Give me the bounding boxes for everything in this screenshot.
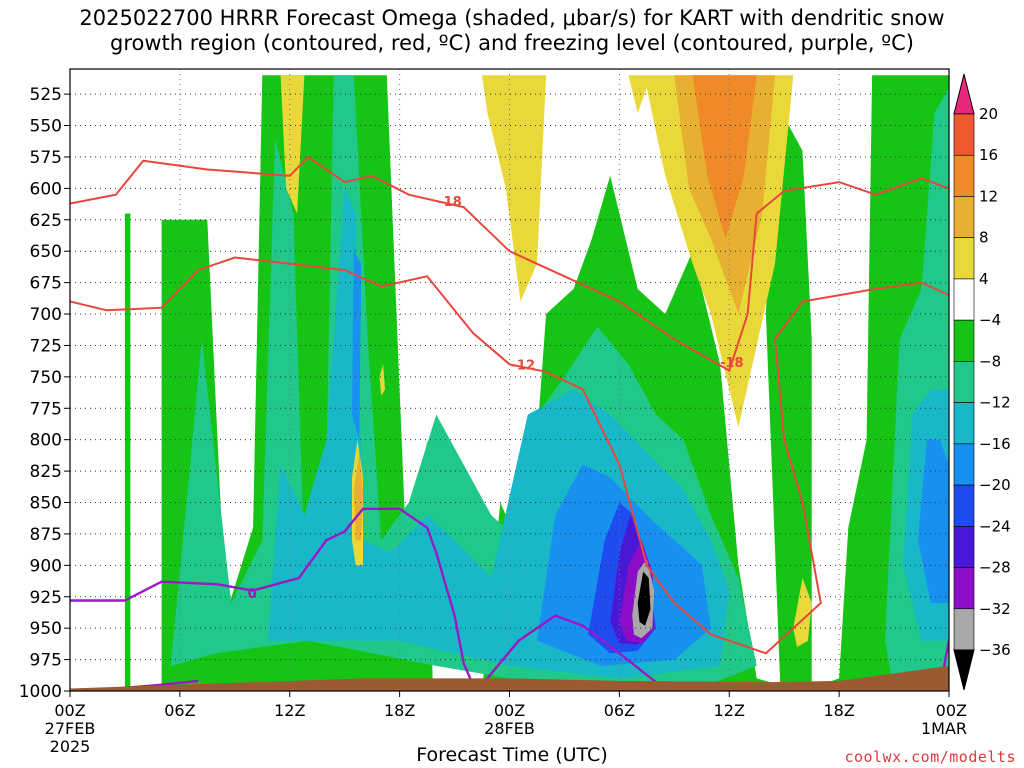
- x-tick-sub2-0: 2025: [50, 737, 91, 756]
- colorbar-bin-2: [953, 196, 975, 238]
- colorbar-bin-4: [953, 278, 975, 321]
- colorbar-label-9: −20: [979, 476, 1011, 494]
- omega-region-13: [637, 571, 651, 626]
- x-tick-sub-48: 1MAR: [921, 719, 967, 738]
- colorbar-label-8: −16: [979, 435, 1011, 453]
- red-contour-0: [70, 155, 949, 373]
- x-tick-label-30: 06Z: [604, 701, 635, 720]
- x-tick-label-48: 00Z: [936, 701, 967, 720]
- colorbar-bin-12: [953, 608, 975, 651]
- colorbar-label-3: 8: [979, 229, 989, 247]
- colorbar-label-6: −8: [979, 352, 1001, 370]
- x-tick-label-24: 00Z: [494, 701, 525, 720]
- y-tick-label-925: 925: [30, 588, 62, 608]
- omega-region-22: [692, 75, 757, 239]
- omega-region-7: [352, 251, 362, 440]
- y-tick-label-975: 975: [30, 651, 62, 671]
- chart-title: 2025022700 HRRR Forecast Omega (shaded, …: [0, 6, 1024, 56]
- y-tick-label-800: 800: [30, 431, 62, 451]
- colorbar-label-12: −32: [979, 600, 1011, 618]
- contour-lines: [70, 155, 949, 691]
- y-tick-label-525: 525: [30, 85, 62, 105]
- colorbar-label-0: 20: [979, 105, 998, 123]
- omega-region-14: [280, 75, 305, 214]
- credit-link[interactable]: coolwx.com/modelts: [844, 748, 1016, 766]
- y-tick-label-600: 600: [30, 179, 62, 199]
- omega-region-19: [379, 364, 385, 396]
- colorbar-bin-0: [953, 113, 975, 156]
- title-line-1: 2025022700 HRRR Forecast Omega (shaded, …: [79, 6, 945, 30]
- x-tick-label-6: 06Z: [164, 701, 195, 720]
- y-tick-label-725: 725: [30, 336, 62, 356]
- colorbar-label-1: 16: [979, 146, 998, 164]
- red-contour-label-1: -12: [512, 358, 536, 373]
- colorbar-bin-11: [953, 567, 975, 610]
- gridlines: [70, 69, 949, 691]
- y-tick-label-825: 825: [30, 462, 62, 482]
- omega-shading: [70, 75, 949, 691]
- colorbar-label-2: 12: [979, 187, 998, 205]
- y-tick-label-1000: 1000: [19, 682, 62, 702]
- title-line-2: growth region (contoured, red, ºC) and f…: [110, 31, 914, 55]
- colorbar-bin-6: [953, 361, 975, 403]
- omega-region-1: [765, 100, 812, 691]
- colorbar-label-10: −24: [979, 517, 1011, 535]
- y-tick-label-650: 650: [30, 242, 62, 262]
- colorbar-label-5: −4: [979, 311, 1001, 329]
- x-tick-label-36: 12Z: [714, 701, 745, 720]
- purple-contour-0: [70, 507, 475, 686]
- omega-region-8: [917, 439, 949, 603]
- x-tick-sub-24: 28FEB: [484, 719, 535, 738]
- y-tick-label-675: 675: [30, 274, 62, 294]
- colorbar: 20 16 12 8 4 −4 −8 −12 −16 −20 −24 −28 −32 −36: [953, 73, 1011, 691]
- y-tick-label-850: 850: [30, 494, 62, 514]
- colorbar-label-11: −28: [979, 559, 1011, 577]
- y-tick-label-575: 575: [30, 148, 62, 168]
- colorbar-bin-1: [953, 154, 975, 197]
- x-tick-label-0: 00Z: [54, 701, 85, 720]
- y-tick-label-750: 750: [30, 368, 62, 388]
- colorbar-bin-9: [953, 484, 975, 527]
- y-tick-label-875: 875: [30, 525, 62, 545]
- colorbar-bin-3: [953, 237, 975, 280]
- y-tick-label-775: 775: [30, 399, 62, 419]
- red-contour-label-0b: -18: [720, 356, 744, 371]
- terrain-surface: [70, 665, 949, 691]
- colorbar-bin-5: [953, 319, 975, 362]
- colorbar-label-4: 4: [979, 270, 989, 288]
- omega-region-18: [793, 577, 812, 647]
- x-tick-label-12: 12Z: [274, 701, 305, 720]
- x-axis-label: Forecast Time (UTC): [416, 744, 608, 766]
- purple-contour-label-0: 0: [248, 587, 257, 602]
- contour-labels: -18 -12 -18 0: [248, 195, 744, 602]
- x-tick-sub-0: 27FEB: [45, 719, 96, 738]
- y-tick-label-550: 550: [30, 117, 62, 137]
- purple-contour-1: [481, 614, 657, 686]
- red-contour-1: [70, 256, 949, 655]
- colorbar-label-13: −36: [979, 641, 1011, 659]
- y-tick-label-900: 900: [30, 556, 62, 576]
- y-tick-label-700: 700: [30, 305, 62, 325]
- terrain: [70, 665, 949, 691]
- omega-region-15: [482, 75, 547, 302]
- colorbar-bin-10: [953, 526, 975, 568]
- colorbar-top-arrow: [953, 73, 975, 115]
- colorbar-bottom-arrow: [953, 649, 975, 691]
- y-tick-label-950: 950: [30, 619, 62, 639]
- colorbar-bin-7: [953, 402, 975, 445]
- pressure-axis: 525 550 575 600 625 650 675 700 725 750 775 800 825 8…: [19, 85, 70, 702]
- x-tick-label-42: 18Z: [823, 701, 854, 720]
- colorbar-label-7: −12: [979, 394, 1011, 412]
- y-tick-label-625: 625: [30, 211, 62, 231]
- x-tick-label-18: 18Z: [384, 701, 415, 720]
- red-contour-label-0: -18: [438, 195, 462, 210]
- colorbar-bin-8: [953, 443, 975, 486]
